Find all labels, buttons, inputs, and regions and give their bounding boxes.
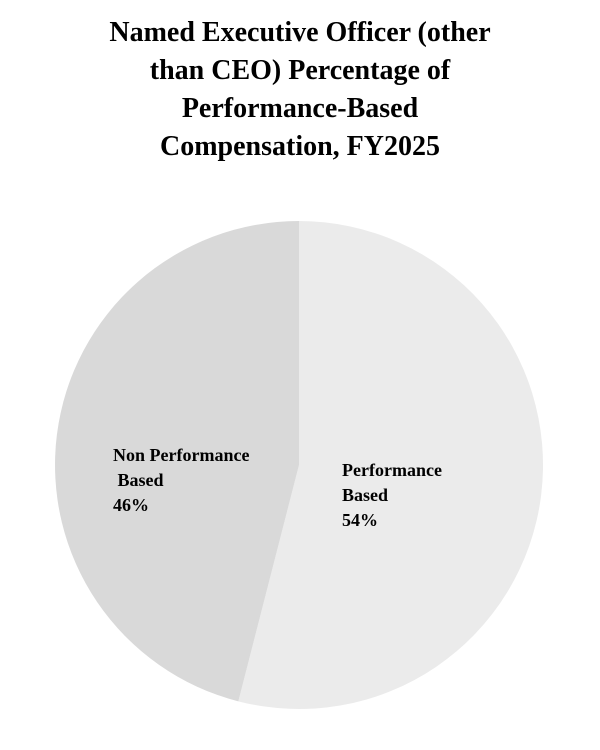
chart-title: Named Executive Officer (other than CEO)… — [0, 14, 600, 166]
chart-title-line: than CEO) Percentage of — [149, 55, 451, 86]
pie-slice-performance-based — [238, 221, 544, 709]
chart-title-line: Named Executive Officer (other — [109, 17, 491, 48]
chart-title-line: Performance-Based — [181, 93, 419, 124]
slice-label-line: 46% — [113, 495, 149, 515]
pie-slice-non-performance-based — [55, 221, 300, 702]
slice-label-line: Based — [342, 485, 388, 505]
slice-label-line: Non Performance — [113, 445, 249, 465]
slice-label-line: 54% — [342, 510, 378, 530]
slice-label-line: Performance — [342, 460, 442, 480]
slice-label-performance-based: Performance Based 54% — [342, 460, 442, 530]
chart-title-line: Compensation, FY2025 — [159, 131, 440, 162]
slice-label-line: Based — [113, 470, 164, 490]
slice-label-non-performance-based: Non Performance Based 46% — [113, 445, 249, 515]
